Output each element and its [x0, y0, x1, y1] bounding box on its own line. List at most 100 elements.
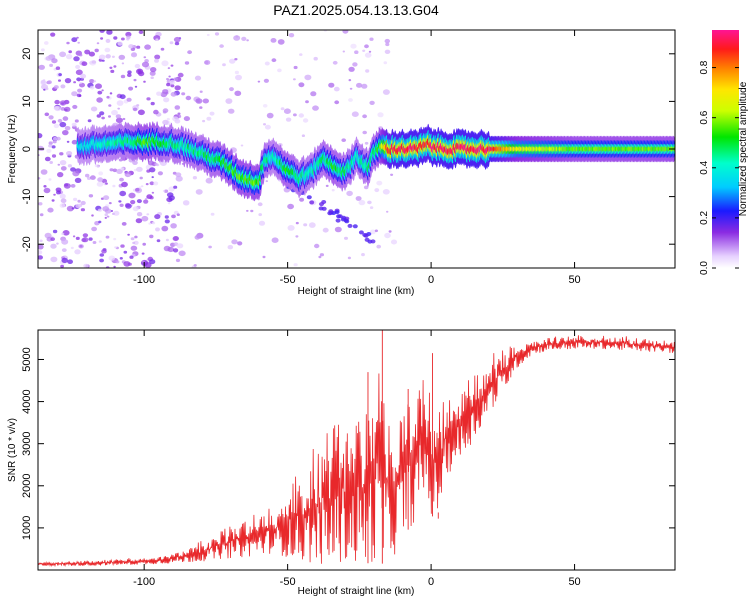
noise-speck	[227, 245, 234, 250]
noise-speck	[277, 39, 285, 45]
noise-speck	[262, 104, 268, 108]
noise-speck	[99, 258, 104, 263]
noise-speck	[355, 196, 362, 201]
noise-speck	[119, 94, 126, 100]
noise-speck	[53, 193, 56, 196]
noise-speck	[287, 225, 295, 231]
snr-frame	[37, 329, 676, 571]
noise-speck	[71, 139, 78, 145]
noise-speck	[145, 183, 149, 186]
noise-speck	[265, 180, 268, 183]
noise-speck	[80, 200, 86, 206]
noise-speck	[246, 39, 249, 42]
noise-speck	[293, 113, 297, 117]
noise-speck	[202, 98, 209, 104]
noise-speck	[241, 36, 247, 42]
colorbar-tick-label: 0.4	[699, 160, 710, 174]
noise-speck	[125, 31, 132, 37]
noise-speck	[51, 199, 55, 202]
noise-speck	[43, 187, 51, 194]
noise-speck	[170, 223, 177, 229]
noise-speck	[369, 100, 375, 105]
noise-speck	[38, 250, 43, 255]
noise-speck	[66, 151, 73, 156]
noise-speck	[351, 111, 359, 117]
noise-speck	[106, 30, 113, 35]
colorbar-label: Normalized spectral amplitude	[738, 81, 749, 216]
noise-speck	[98, 240, 102, 243]
snr-ylabel: SNR (10 * v/v)	[7, 418, 18, 482]
noise-speck	[288, 33, 295, 38]
noise-speck	[262, 255, 266, 259]
noise-speck	[89, 79, 95, 84]
noise-speck	[368, 50, 372, 53]
x-tick-label: 0	[428, 576, 434, 588]
noise-speck	[173, 248, 179, 253]
noise-speck	[55, 66, 61, 70]
noise-speck	[332, 60, 338, 65]
noise-speck	[120, 167, 125, 171]
noise-speck	[181, 92, 186, 96]
noise-speck	[174, 118, 181, 124]
noise-speck	[66, 205, 74, 212]
noise-speck	[182, 200, 190, 206]
y-tick-label: -20	[21, 236, 33, 252]
noise-speck	[63, 183, 71, 189]
noise-speck	[74, 119, 79, 123]
noise-speck	[240, 144, 244, 147]
noise-speck	[178, 250, 186, 257]
noise-speck	[174, 105, 181, 110]
noise-speck	[298, 113, 304, 118]
noise-speck	[194, 235, 201, 240]
noise-speck	[87, 176, 91, 180]
noise-speck	[64, 126, 71, 131]
noise-speck	[153, 35, 161, 41]
noise-speck	[148, 222, 151, 225]
noise-speck	[382, 89, 390, 95]
noise-speck	[176, 213, 180, 216]
noise-speck	[136, 45, 141, 49]
noise-speck	[333, 86, 340, 92]
noise-speck	[39, 239, 43, 243]
noise-speck	[132, 107, 138, 112]
noise-speck	[131, 52, 137, 57]
noise-speck	[59, 121, 67, 128]
noise-speck	[350, 43, 357, 49]
snr-ticks: -100 -50 0 50 1000 2000 3000 4000 5000	[21, 330, 675, 588]
noise-speck	[299, 53, 303, 56]
noise-speck	[369, 37, 374, 41]
noise-speck	[303, 223, 308, 227]
noise-speck	[293, 263, 298, 267]
noise-speck	[72, 104, 78, 109]
noise-speck	[126, 37, 130, 41]
noise-speck	[52, 140, 57, 144]
y-tick-label: 5000	[21, 347, 33, 371]
noise-speck	[134, 85, 138, 88]
noise-speck	[54, 99, 60, 105]
noise-speck	[143, 199, 149, 204]
noise-speck	[133, 240, 139, 245]
streak-blob	[370, 239, 376, 244]
noise-speck	[83, 263, 89, 268]
noise-speck	[89, 85, 95, 90]
noise-speck	[60, 198, 67, 203]
noise-speck	[164, 215, 169, 219]
noise-speck	[104, 216, 108, 219]
x-tick-label: -100	[133, 576, 155, 588]
noise-speck	[149, 181, 155, 186]
noise-speck	[154, 163, 158, 166]
noise-speck	[44, 41, 49, 45]
noise-speck	[113, 36, 118, 40]
streak-blob	[363, 233, 369, 238]
noise-speck	[38, 145, 44, 151]
noise-speck	[175, 175, 183, 182]
noise-speck	[121, 37, 125, 41]
noise-speck	[114, 246, 117, 249]
noise-speck	[342, 50, 345, 53]
noise-speck	[55, 187, 62, 193]
noise-speck	[199, 90, 203, 93]
noise-speck	[92, 241, 97, 244]
noise-speck	[310, 91, 317, 97]
noise-speck	[293, 78, 296, 81]
streak-blob	[318, 206, 324, 211]
